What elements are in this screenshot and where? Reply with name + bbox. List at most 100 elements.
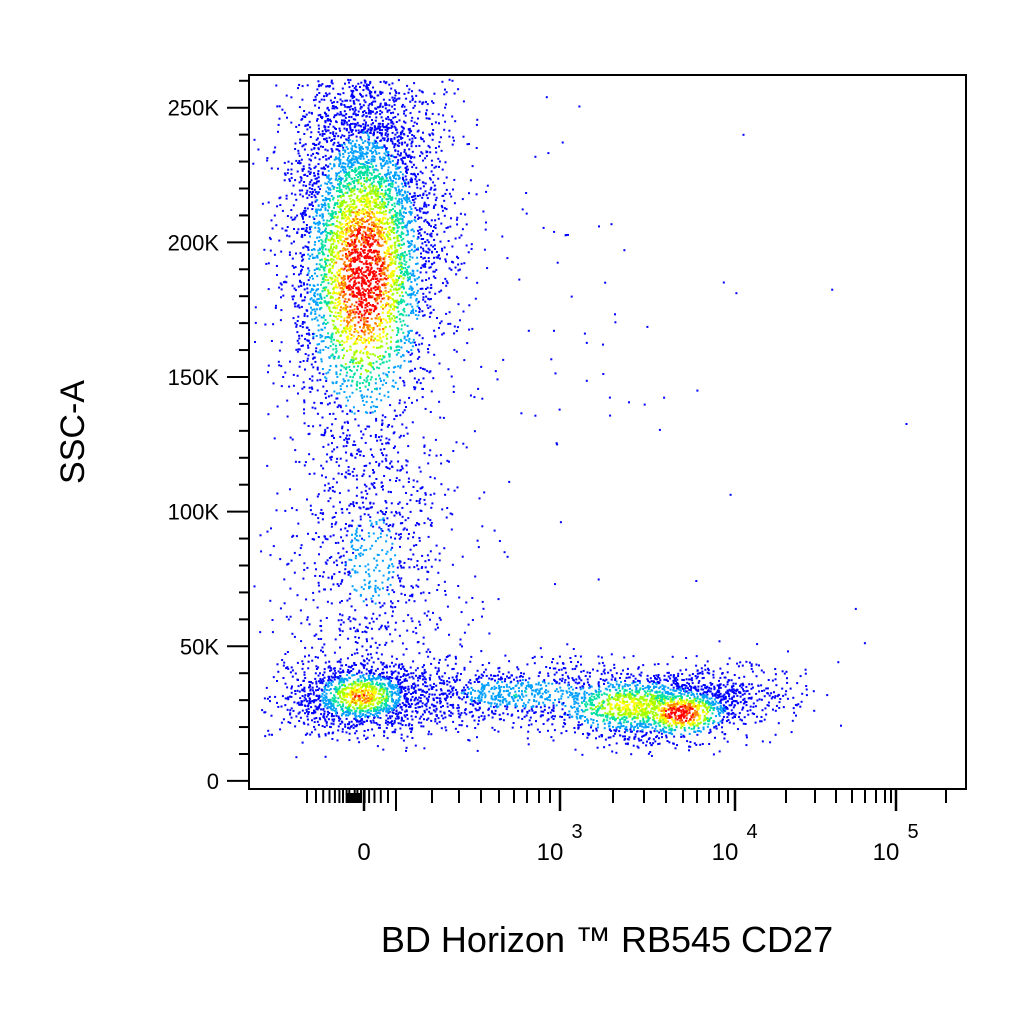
event-dot	[364, 160, 367, 163]
event-dot	[331, 516, 334, 519]
event-dot	[375, 281, 377, 284]
event-dot	[362, 147, 364, 150]
event-dot	[346, 182, 349, 185]
event-dot	[335, 247, 338, 250]
event-dot	[417, 173, 419, 176]
event-dot	[378, 367, 381, 370]
event-dot	[381, 198, 384, 201]
event-dot	[353, 273, 356, 276]
event-dot	[344, 243, 347, 246]
event-dot	[425, 271, 428, 274]
event-dot	[413, 600, 416, 603]
event-dot	[367, 363, 370, 366]
event-dot	[452, 188, 454, 191]
event-dot	[393, 146, 396, 149]
event-dot	[433, 92, 436, 95]
event-dot	[385, 198, 388, 201]
event-dot	[368, 141, 371, 144]
event-dot	[294, 148, 297, 150]
event-dot	[319, 351, 322, 354]
event-dot	[333, 516, 336, 518]
event-dot	[325, 224, 328, 227]
event-dot	[319, 292, 322, 295]
event-dot	[355, 139, 358, 142]
event-dot	[428, 248, 431, 251]
event-dot	[426, 233, 429, 236]
event-dot	[369, 371, 372, 374]
event-dot	[314, 672, 317, 675]
event-dot	[403, 307, 406, 310]
event-dot	[327, 180, 330, 183]
event-dot	[373, 129, 376, 132]
event-dot	[375, 192, 378, 195]
event-dot	[373, 223, 376, 226]
event-dot	[425, 250, 428, 253]
event-dot	[332, 222, 335, 225]
event-dot	[348, 208, 350, 211]
event-dot	[354, 118, 357, 121]
event-dot	[432, 207, 435, 209]
event-dot	[417, 300, 420, 303]
event-dot	[423, 264, 426, 267]
event-dot	[347, 229, 350, 231]
event-dot	[364, 329, 367, 332]
event-dot	[354, 215, 357, 218]
event-dot	[374, 100, 377, 103]
event-dot	[416, 292, 419, 295]
event-dot	[386, 333, 389, 335]
event-dot	[391, 317, 394, 320]
event-dot	[346, 300, 349, 303]
event-dot	[355, 213, 358, 216]
event-dot	[422, 436, 425, 439]
event-dot	[340, 473, 343, 476]
event-dot	[328, 249, 331, 252]
event-dot	[382, 210, 385, 213]
event-dot	[343, 110, 346, 113]
event-dot	[294, 305, 297, 308]
event-dot	[355, 170, 358, 173]
event-dot	[375, 147, 377, 150]
event-dot	[378, 235, 381, 238]
event-dot	[323, 273, 326, 276]
event-dot	[319, 378, 322, 381]
event-dot	[345, 459, 348, 462]
event-dot	[359, 189, 362, 192]
event-dot	[342, 669, 345, 672]
event-dot	[410, 281, 413, 283]
event-dot	[369, 200, 372, 203]
event-dot	[379, 183, 382, 186]
event-dot	[320, 116, 322, 118]
event-dot	[345, 331, 348, 334]
event-dot	[421, 264, 424, 267]
event-dot	[401, 176, 404, 179]
event-dot	[380, 380, 382, 382]
event-dot	[403, 300, 406, 303]
event-dot	[399, 235, 402, 237]
event-dot	[375, 176, 377, 179]
event-dot	[395, 167, 398, 170]
event-dot	[338, 235, 341, 238]
event-dot	[322, 167, 325, 170]
event-dot	[301, 259, 304, 262]
event-dot	[292, 295, 295, 298]
event-dot	[388, 237, 391, 240]
event-dot	[302, 282, 305, 285]
event-dot	[332, 320, 335, 323]
event-dot	[406, 222, 409, 225]
event-dot	[386, 109, 389, 112]
event-dot	[394, 210, 396, 213]
event-dot	[397, 331, 400, 334]
event-dot	[359, 319, 362, 322]
event-dot	[349, 161, 352, 164]
event-dot	[297, 152, 300, 155]
event-dot	[313, 401, 316, 404]
event-dot	[355, 88, 357, 91]
event-dot	[365, 299, 368, 302]
event-dot	[333, 238, 335, 241]
event-dot	[351, 152, 354, 155]
event-dot	[364, 369, 367, 371]
event-dot	[405, 304, 408, 306]
event-dot	[341, 194, 344, 197]
event-dot	[373, 240, 376, 243]
event-dot	[380, 233, 383, 236]
